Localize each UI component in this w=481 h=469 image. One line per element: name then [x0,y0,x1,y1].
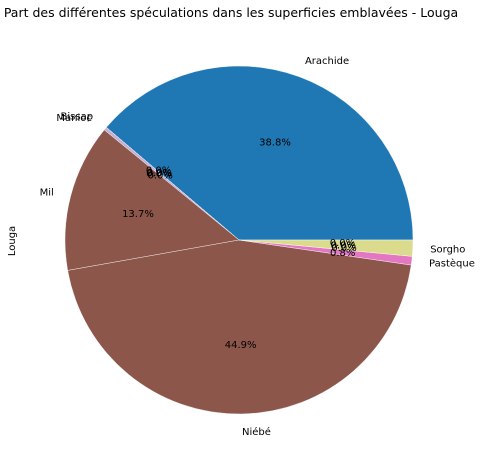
pie-slices [64,65,414,415]
pie-labels: Arachide 38.8% Bissap 0.0% Manioc 0.0% Mil 13.7… [40,56,475,438]
slice-pct-mil: 13.7% [122,209,154,220]
pie-slice-arachide [106,65,414,241]
slice-label-arachide: Arachide [305,56,349,67]
overlap-pct-label: 0.0% [146,165,171,176]
overlap-pct-label: 0.0% [147,170,172,181]
slice-label-sorgho: Sorgho [430,245,465,256]
slice-label-niebe: Niébé [242,426,271,438]
slice-pct-bissap: 0.0% [147,168,172,179]
overlap-pct-label: 0.0% [331,243,356,254]
slice-pct-pasteque: 0.8% [330,248,355,259]
pie-slice-sorgho [238,239,414,257]
chart-title: Part des différentes spéculations dans l… [4,5,458,20]
pie-slice-niebe [67,239,412,415]
slice-pct-niebe: 44.9% [225,340,257,351]
slice-label-mil: Mil [40,187,54,198]
overlap-pct-label: 0.0% [330,238,355,249]
slice-pct-manioc: 0.0% [146,169,171,180]
slice-pct-sorgho: 0.0% [331,240,356,251]
y-axis-label: Louga [7,226,18,256]
pie-slice-mil [64,129,240,271]
slice-pct-arachide: 38.8% [259,138,291,149]
slice-label-pasteque: Pastèque [429,257,475,269]
slice-label-manioc: Manioc [56,113,92,124]
overlap-pct-label: 0.0% [331,240,356,251]
overlap-pct-label: 0.0% [147,168,172,179]
slice-label-bissap: Bissap [61,112,94,123]
